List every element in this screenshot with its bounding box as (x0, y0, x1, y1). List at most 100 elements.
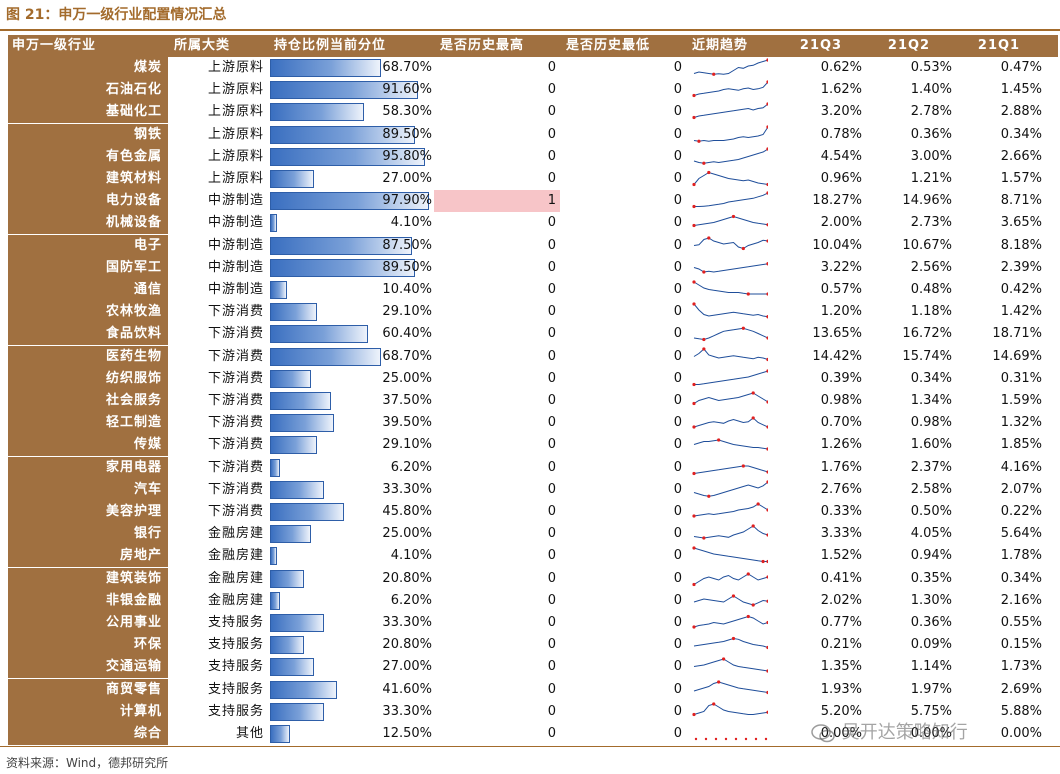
sparkline-svg (693, 124, 768, 143)
table-row: 基础化工 上游原料 58.30% 0 0 3.20% 2.78% 2.88% (8, 101, 1058, 124)
percentile-value: 25.00% (382, 370, 432, 386)
q3-cell: 3.33% (820, 526, 862, 542)
trend-marker (692, 116, 696, 120)
trend-marker (744, 737, 748, 741)
trend-sparkline (688, 190, 778, 212)
percentile-value: 4.10% (390, 548, 432, 564)
trend-marker (766, 480, 768, 484)
percentile-value: 33.30% (382, 615, 432, 630)
watermark-text: 吴开达策略知行 (841, 722, 968, 743)
trend-marker (704, 737, 708, 741)
industry-cell: 机械设备 (8, 212, 168, 235)
sparkline-svg (692, 369, 768, 386)
is-high-cell: 0 (547, 570, 556, 586)
trend-marker (707, 170, 711, 175)
q3-cell: 1.62% (820, 82, 862, 98)
is-low-cell: 0 (673, 104, 682, 120)
q1-cell: 3.65% (1000, 215, 1042, 231)
sparkline-svg (693, 235, 768, 250)
industry-cell: 轻工制造 (8, 412, 168, 435)
percentile-value: 58.30% (382, 104, 432, 120)
percentile-cell: 87.50% (268, 235, 434, 257)
q2-cell: 1.18% (910, 304, 952, 320)
is-low-cell: 0 (673, 304, 682, 320)
trend-sparkline (688, 656, 778, 678)
q2-cell: 1.14% (910, 659, 952, 675)
is-low-cell: 0 (673, 326, 682, 342)
q1-cell: 2.66% (1000, 148, 1042, 164)
q3-cell: 3.20% (820, 104, 862, 120)
percentile-value: 6.20% (390, 592, 432, 608)
is-high-cell: 0 (547, 637, 556, 653)
col-header-is-low: 是否历史最低 (566, 38, 651, 53)
trend-line (693, 703, 768, 715)
is-low-cell: 0 (673, 592, 682, 608)
q1-cell: 2.88% (1000, 104, 1042, 120)
industry-cell: 银行 (8, 523, 168, 546)
category-cell: 下游消费 (207, 304, 264, 320)
trend-marker (751, 524, 755, 528)
trend-marker (766, 261, 768, 266)
sparkline-svg (692, 80, 768, 98)
percentile-bar (270, 569, 304, 588)
sparkline-svg (692, 614, 768, 629)
trend-marker (766, 469, 768, 474)
q2-cell: 14.96% (902, 193, 952, 209)
percentile-value: 68.70% (382, 348, 432, 364)
trend-sparkline (688, 79, 778, 101)
trend-marker (766, 191, 768, 195)
percentile-bar (270, 614, 324, 632)
trend-line (693, 417, 768, 428)
is-low-cell: 0 (673, 659, 682, 675)
trend-line (693, 216, 768, 227)
percentile-bar (270, 680, 338, 699)
table-row: 交通运输 支持服务 27.00% 0 0 1.35% 1.14% 1.73% (8, 656, 1058, 679)
is-low-cell: 0 (673, 370, 682, 386)
q1-cell: 1.78% (1000, 548, 1042, 564)
is-high-cell: 0 (547, 659, 556, 675)
is-high-cell: 0 (547, 171, 556, 186)
category-cell: 中游制造 (207, 193, 264, 209)
percentile-bar (270, 103, 365, 122)
trend-sparkline (688, 612, 778, 634)
percentile-value: 33.30% (382, 481, 432, 497)
percentile-cell: 27.00% (268, 168, 434, 190)
col-header-21q3: 21Q3 (799, 38, 843, 53)
sparkline-svg (692, 463, 768, 475)
trend-marker (724, 737, 728, 741)
sparkline-svg (692, 302, 768, 319)
trend-sparkline (688, 590, 778, 612)
industry-cell: 有色金属 (8, 145, 168, 168)
q1-cell: 2.07% (1000, 481, 1042, 497)
category-cell: 支持服务 (207, 637, 264, 653)
q3-cell: 1.93% (820, 681, 862, 697)
trend-sparkline (688, 479, 778, 501)
trend-marker (751, 391, 755, 395)
table-row: 计算机 支持服务 33.30% 0 0 5.20% 5.75% 5.88% (8, 700, 1058, 723)
trend-marker (692, 625, 696, 629)
table-row: 通信 中游制造 10.40% 0 0 0.57% 0.48% 0.42% (8, 279, 1058, 301)
category-cell: 下游消费 (207, 481, 264, 497)
trend-marker (702, 346, 706, 351)
percentile-cell: 97.90% (268, 190, 434, 212)
q2-cell: 0.35% (910, 570, 952, 586)
trend-marker (731, 594, 736, 598)
trend-sparkline (688, 701, 778, 723)
percentile-cell: 33.30% (268, 479, 434, 501)
q3-cell: 3.22% (820, 259, 862, 275)
sparkline-svg (692, 702, 768, 716)
q2-cell: 2.73% (910, 215, 952, 231)
q2-cell: 0.50% (910, 504, 952, 519)
is-low-cell: 0 (673, 126, 682, 142)
percentile-bar (270, 547, 277, 566)
q1-cell: 0.15% (1000, 637, 1042, 653)
trend-sparkline (688, 368, 778, 390)
trend-marker (692, 471, 696, 475)
trend-marker (766, 369, 768, 373)
is-low-cell: 0 (673, 148, 682, 164)
trend-sparkline (688, 723, 778, 745)
percentile-value: 6.20% (390, 459, 432, 475)
percentile-cell: 29.10% (268, 434, 434, 456)
percentile-cell: 6.20% (268, 457, 434, 479)
sparkline-svg (692, 546, 768, 564)
